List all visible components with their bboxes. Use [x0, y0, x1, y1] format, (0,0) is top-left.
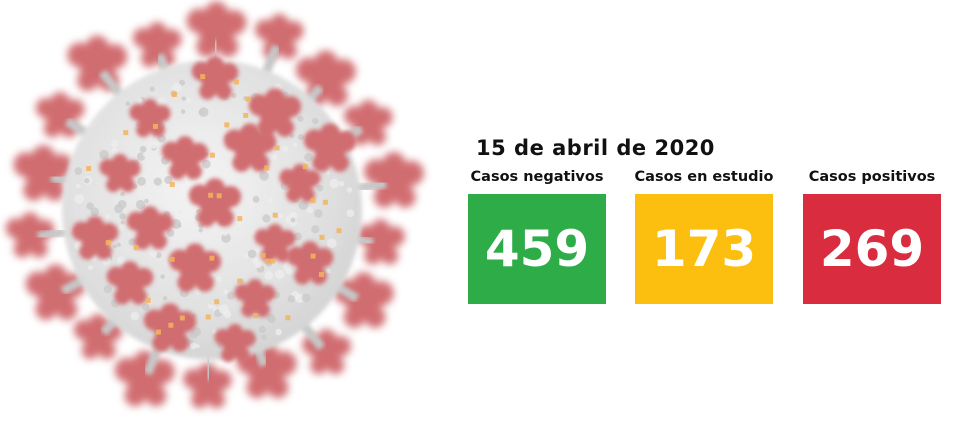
- stat-card-positive: Casos positivos 269: [802, 166, 942, 304]
- stat-card-negative: Casos negativos 459: [467, 166, 607, 304]
- stat-value-positive: 269: [819, 220, 925, 278]
- stat-box-negative: 459: [468, 194, 606, 304]
- stat-box-in-study: 173: [635, 194, 773, 304]
- stat-label-in-study: Casos en estudio: [634, 169, 774, 185]
- stat-card-in-study: Casos en estudio 173: [634, 166, 774, 304]
- report-date: 15 de abril de 2020: [476, 136, 715, 160]
- coronavirus-illustration: [0, 0, 440, 423]
- stat-label-positive: Casos positivos: [808, 169, 936, 185]
- stat-label-negative: Casos negativos: [470, 169, 604, 185]
- coronavirus-illustration-icon: [5, 1, 424, 409]
- stat-box-positive: 269: [803, 194, 941, 304]
- stat-value-in-study: 173: [651, 220, 757, 278]
- stat-value-negative: 459: [484, 220, 590, 278]
